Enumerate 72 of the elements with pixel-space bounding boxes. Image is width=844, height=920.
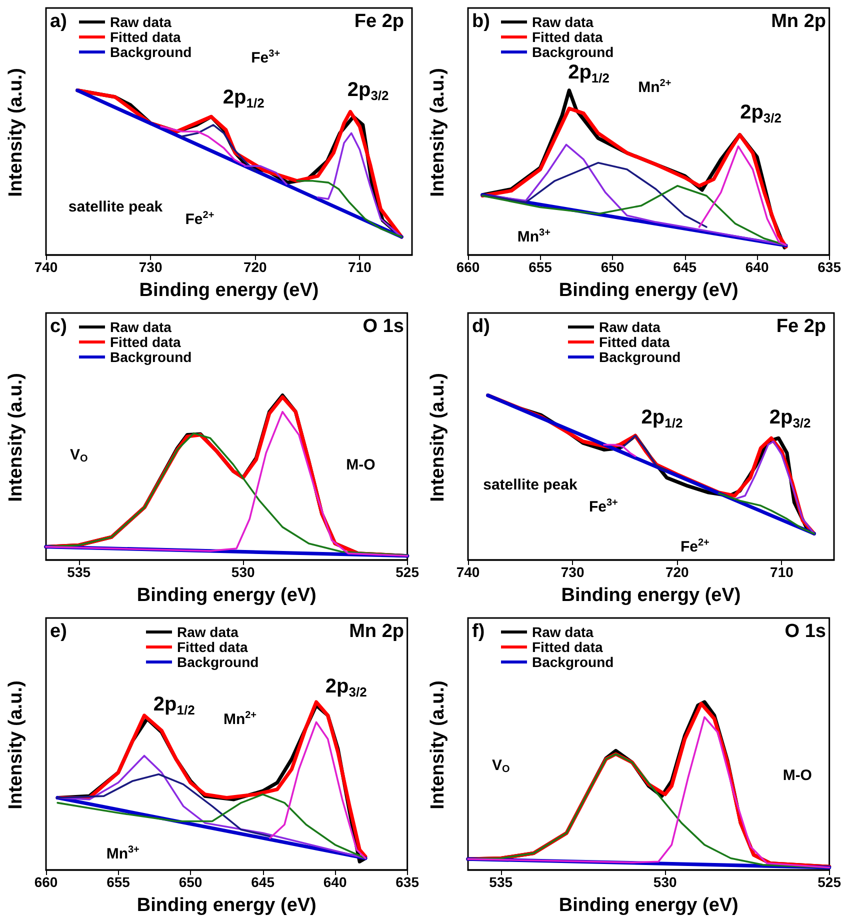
legend-label: Background (532, 44, 614, 60)
x-axis-title: Binding energy (eV) (136, 895, 316, 916)
text: b) (472, 11, 490, 32)
x-axis-title: Binding energy (eV) (136, 585, 316, 606)
x-axis-title: Binding energy (eV) (558, 895, 738, 916)
x-tick-label: 650 (178, 874, 202, 890)
legend-label: Raw data (532, 624, 594, 640)
legend-label: Raw data (110, 14, 172, 30)
x-tick-label: 640 (323, 874, 347, 890)
legend-label: Background (532, 654, 614, 670)
x-tick-label: 655 (528, 259, 552, 275)
y-axis-title: Intensity (a.u.) (6, 68, 26, 197)
text: d) (472, 316, 490, 337)
x-tick-label: 640 (745, 259, 769, 275)
legend-label: Background (110, 349, 192, 365)
legend-label: Raw data (177, 624, 239, 640)
text: a) (50, 11, 67, 32)
legend-label: Fitted data (599, 334, 670, 350)
x-tick-label: 720 (243, 259, 268, 275)
legend-label: Raw data (110, 319, 172, 335)
x-tick-label: 655 (106, 874, 130, 890)
legend-label: Background (599, 349, 681, 365)
x-tick-label: 720 (665, 564, 690, 580)
x-tick-label: 635 (818, 259, 842, 275)
text: O 1s (362, 316, 404, 337)
x-tick-label: 660 (456, 259, 480, 275)
text: Mn 2p (771, 11, 826, 32)
x-tick-label: 530 (231, 564, 255, 580)
text: c) (50, 316, 67, 337)
legend-label: Fitted data (110, 334, 181, 350)
y-axis-title: Intensity (a.u.) (6, 680, 26, 810)
x-tick-label: 535 (67, 564, 91, 580)
annotation: satellite peak (483, 476, 578, 494)
x-tick-label: 535 (489, 874, 513, 890)
legend-label: Raw data (599, 319, 661, 335)
legend-label: Fitted data (532, 639, 603, 655)
x-tick-label: 730 (138, 259, 162, 275)
x-tick-label: 525 (818, 874, 842, 890)
x-axis-title: Binding energy (eV) (561, 585, 741, 606)
annotation: M-O (782, 766, 812, 784)
y-axis-title: Intensity (a.u.) (428, 373, 448, 502)
legend-label: Raw data (532, 14, 594, 30)
x-axis-title: Binding energy (eV) (139, 280, 319, 301)
x-tick-label: 645 (251, 874, 275, 890)
annotation: satellite peak (68, 198, 164, 216)
y-axis-title: Intensity (a.u.) (428, 680, 448, 810)
legend-label: Fitted data (532, 29, 603, 45)
text: f) (472, 621, 485, 642)
legend-label: Fitted data (110, 29, 181, 45)
x-tick-label: 740 (456, 564, 480, 580)
x-tick-label: 525 (396, 564, 420, 580)
text: Mn 2p (349, 621, 404, 642)
legend-label: Background (177, 654, 259, 670)
text: O 1s (784, 621, 826, 642)
x-tick-label: 710 (348, 259, 372, 275)
x-tick-label: 635 (396, 874, 420, 890)
x-tick-label: 645 (673, 259, 697, 275)
text: Fe 2p (776, 316, 826, 337)
x-tick-label: 730 (560, 564, 584, 580)
legend-label: Fitted data (177, 639, 248, 655)
y-axis-title: Intensity (a.u.) (428, 68, 448, 197)
text: Fe 2p (354, 11, 404, 32)
x-tick-label: 650 (600, 259, 624, 275)
x-tick-label: 660 (34, 874, 58, 890)
annotation: M-O (346, 456, 376, 474)
x-tick-label: 740 (34, 259, 58, 275)
x-tick-label: 710 (770, 564, 794, 580)
legend-label: Background (110, 44, 192, 60)
y-axis-title: Intensity (a.u.) (6, 373, 26, 502)
x-axis-title: Binding energy (eV) (558, 280, 738, 301)
x-tick-label: 530 (653, 874, 677, 890)
text: e) (50, 621, 67, 642)
